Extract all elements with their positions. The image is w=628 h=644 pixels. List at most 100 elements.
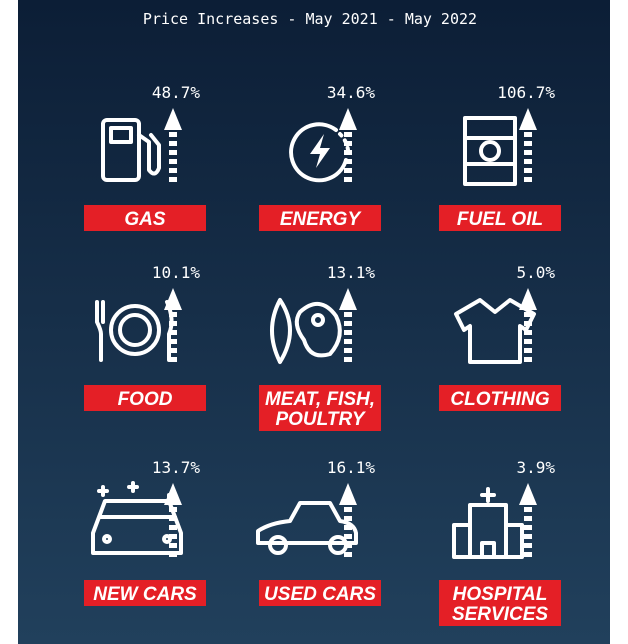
- icon-part: [95, 300, 105, 362]
- label-banner: [84, 385, 206, 411]
- arrow-dash: [524, 339, 532, 344]
- percent-value: 5.0%: [516, 263, 555, 282]
- icon-part: [310, 134, 330, 168]
- category: 16.1% USED CARS: [256, 458, 381, 606]
- arrow-dash: [169, 552, 177, 557]
- label-banner: [439, 385, 561, 411]
- arrow-dash: [344, 330, 352, 335]
- category: 5.0% CLOTHING: [439, 263, 561, 411]
- arrow-dash: [344, 357, 352, 362]
- icon-part: [480, 487, 496, 503]
- arrow-dash: [524, 552, 532, 557]
- arrow-dash: [344, 321, 352, 326]
- category: 106.7% FUEL OIL: [439, 83, 561, 231]
- category: 13.1% MEAT, FISH,POULTRY: [259, 263, 381, 431]
- arrow-dash: [169, 348, 177, 353]
- label-text: GAS: [124, 209, 166, 230]
- arrow-dash: [524, 525, 532, 530]
- arrow-dash: [169, 177, 177, 182]
- arrow-head: [164, 288, 182, 310]
- icon-part: [256, 501, 358, 545]
- icon: [452, 487, 524, 559]
- arrow-head: [339, 288, 357, 310]
- arrow-dash: [169, 312, 177, 317]
- label-banner: [84, 205, 206, 231]
- arrow-dash: [169, 141, 177, 146]
- arrow-dash: [344, 507, 352, 512]
- category: 10.1% FOOD: [84, 263, 206, 411]
- icon-part: [102, 534, 112, 544]
- percent-value: 106.7%: [497, 83, 555, 102]
- arrow-dash: [344, 168, 352, 173]
- icon-part: [109, 126, 133, 144]
- category: 13.7% NEW CARS: [84, 458, 206, 606]
- icon-part: [479, 140, 501, 162]
- arrow-dash: [344, 534, 352, 539]
- arrow-dash: [344, 159, 352, 164]
- arrow-head: [164, 483, 182, 505]
- arrow-head: [519, 108, 537, 130]
- label-banner: [439, 580, 561, 626]
- icon-part: [294, 302, 342, 358]
- icon-part: [101, 118, 141, 182]
- arrow-head: [164, 108, 182, 130]
- label-banner: [259, 580, 381, 606]
- icon-part: [118, 313, 152, 347]
- arrow-dash: [524, 321, 532, 326]
- percent-value: 10.1%: [152, 263, 201, 282]
- arrow-dash: [169, 357, 177, 362]
- arrow-dash: [169, 543, 177, 548]
- percent-value: 13.1%: [327, 263, 376, 282]
- icon-part: [97, 481, 171, 503]
- arrow-dash: [344, 348, 352, 353]
- arrow-dash: [524, 141, 532, 146]
- arrow-dash: [524, 348, 532, 353]
- arrow-dash: [169, 339, 177, 344]
- label-text: USED CARS: [264, 584, 376, 605]
- icon-part: [109, 304, 161, 356]
- arrow-dash: [524, 159, 532, 164]
- label-text: CLOTHING: [450, 389, 549, 410]
- arrow-dash: [344, 150, 352, 155]
- arrow-dash: [169, 525, 177, 530]
- arrow-dash: [169, 534, 177, 539]
- icon-part: [268, 535, 288, 555]
- category: 48.7% GAS: [84, 83, 206, 231]
- arrow-dash: [169, 132, 177, 137]
- arrow-dash: [524, 507, 532, 512]
- label-banner: [259, 205, 381, 231]
- label-banner: [259, 385, 381, 431]
- arrow-dash: [524, 150, 532, 155]
- arrow-dash: [344, 339, 352, 344]
- arrow-dash: [169, 507, 177, 512]
- icon-part: [311, 313, 325, 327]
- icon-part: [452, 523, 472, 559]
- percent-value: 13.7%: [152, 458, 201, 477]
- arrow-dash: [524, 330, 532, 335]
- arrow-dash: [344, 132, 352, 137]
- arrow-dash: [344, 177, 352, 182]
- arrow-dash: [524, 312, 532, 317]
- arrow-head: [519, 483, 537, 505]
- label-text: FUEL OIL: [457, 209, 543, 230]
- label-banner: [84, 580, 206, 606]
- icon-part: [289, 122, 348, 183]
- arrow-dash: [524, 534, 532, 539]
- icon-part: [270, 298, 292, 364]
- arrow-head: [339, 108, 357, 130]
- label-text: HOSPITAL: [453, 584, 548, 605]
- arrow-dash: [524, 177, 532, 182]
- arrow-dash: [524, 516, 532, 521]
- arrow-dash: [524, 543, 532, 548]
- category: 34.6% ENERGY: [259, 83, 381, 231]
- arrow-dash: [344, 141, 352, 146]
- icon: [454, 298, 536, 364]
- percent-value: 34.6%: [327, 83, 376, 102]
- icon-part: [504, 523, 524, 559]
- arrow-dash: [169, 321, 177, 326]
- icon-part: [454, 298, 536, 364]
- arrow-dash: [169, 168, 177, 173]
- title: Price Increases - May 2021 - May 2022: [143, 10, 477, 28]
